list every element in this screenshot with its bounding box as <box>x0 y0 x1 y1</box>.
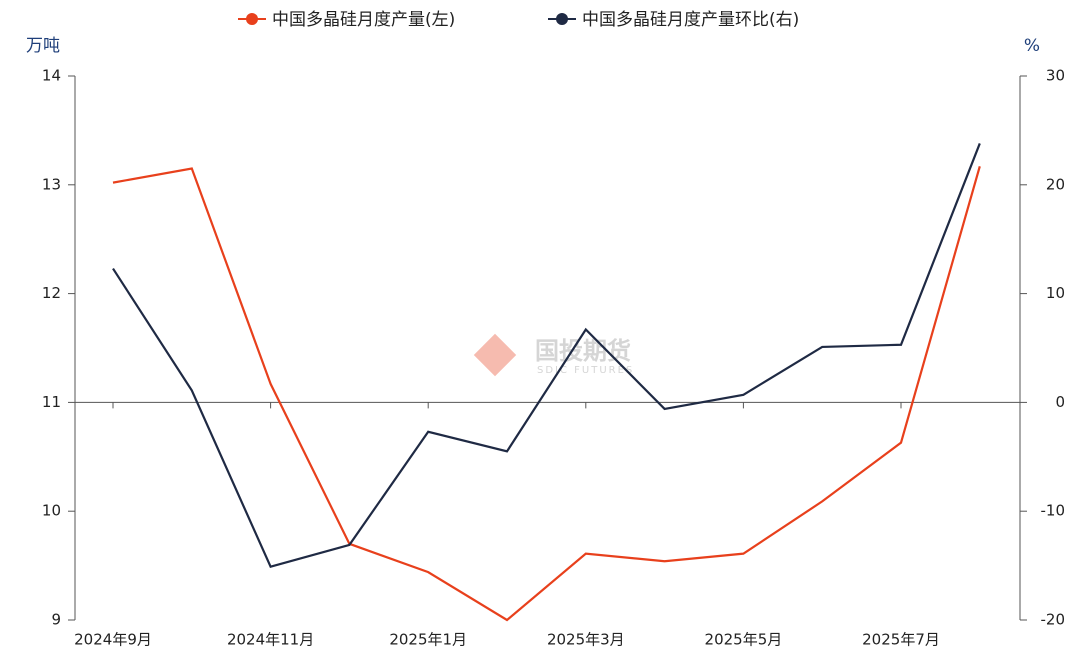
y2-tick-label: -20 <box>1041 611 1066 629</box>
x-tick-label: 2025年3月 <box>547 631 625 649</box>
series-line <box>112 143 981 568</box>
y-tick-label: 14 <box>42 67 61 85</box>
x-tick-label: 2025年7月 <box>862 631 940 649</box>
watermark-sub: SDIC FUTURES <box>537 365 634 376</box>
series-line <box>112 166 981 622</box>
x-tick-label: 2025年5月 <box>705 631 783 649</box>
y2-tick-label: 0 <box>1055 393 1065 411</box>
legend-marker <box>246 13 258 25</box>
x-tick-label: 2024年11月 <box>227 631 314 649</box>
y-unit: 万吨 <box>26 36 60 56</box>
y-tick-label: 10 <box>42 502 61 520</box>
y-tick-label: 9 <box>51 611 61 629</box>
legend-marker <box>556 13 568 25</box>
y2-tick-label: 10 <box>1046 284 1065 302</box>
y2-unit: % <box>1024 36 1040 56</box>
y-tick-label: 11 <box>42 393 61 411</box>
watermark-logo <box>473 333 517 377</box>
x-tick-label: 2024年9月 <box>74 631 152 649</box>
y2-tick-label: 20 <box>1046 175 1065 193</box>
legend-label: 中国多晶硅月度产量环比(右) <box>582 10 799 30</box>
x-tick-label: 2025年1月 <box>389 631 467 649</box>
y2-tick-label: -10 <box>1041 502 1066 520</box>
legend-label: 中国多晶硅月度产量(左) <box>272 10 455 30</box>
y2-tick-label: 30 <box>1046 67 1065 85</box>
y-tick-label: 13 <box>42 175 61 193</box>
y-tick-label: 12 <box>42 284 61 302</box>
